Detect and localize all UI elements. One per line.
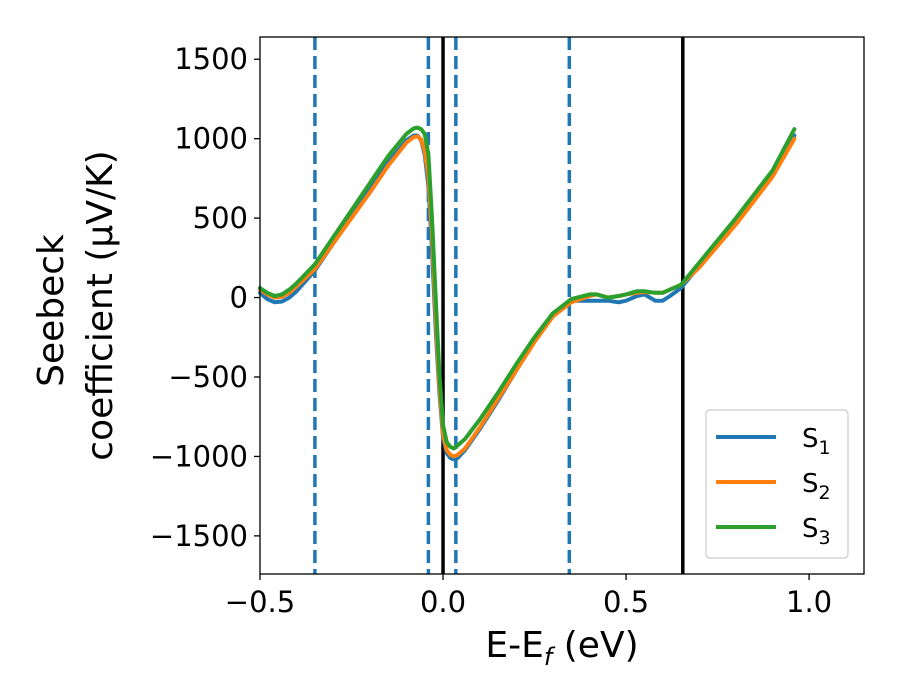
x-tick-label: −0.5	[225, 585, 295, 619]
legend-label-s3: S3	[802, 514, 831, 549]
axis-ticks: −0.5 0.0 0.5 1.0 −1500 −1000 −500 0 500 1000 1500	[150, 42, 832, 619]
legend-label-s2: S2	[802, 469, 831, 504]
y-axis-label-line1: Seebeck	[31, 234, 72, 387]
y-axis-label-line2: coefficient (μV/K)	[80, 150, 121, 460]
legend: S1 S2 S3	[705, 409, 849, 559]
y-tick-label: 500	[193, 201, 248, 235]
x-tick-label: 1.0	[786, 585, 832, 619]
y-tick-label: 1500	[174, 42, 248, 76]
x-tick-label: 0.5	[603, 585, 649, 619]
y-tick-label: 1000	[174, 122, 248, 156]
y-tick-label: −1000	[150, 439, 248, 473]
series-lines	[258, 125, 797, 462]
y-tick-label: −500	[168, 360, 248, 394]
legend-box	[705, 409, 849, 559]
x-tick-label: 0.0	[420, 585, 466, 619]
plot-frame	[259, 36, 865, 575]
y-tick-label: −1500	[150, 519, 248, 553]
y-tick-label: 0	[230, 281, 248, 315]
series-line-s2	[258, 134, 797, 459]
x-axis-label: E-Ef (eV)	[485, 625, 638, 671]
y-axis-label: Seebeck coefficient (μV/K)	[31, 150, 121, 460]
vertical-lines	[313, 37, 685, 574]
series-line-s3	[258, 125, 797, 451]
legend-label-s1: S1	[802, 424, 831, 459]
